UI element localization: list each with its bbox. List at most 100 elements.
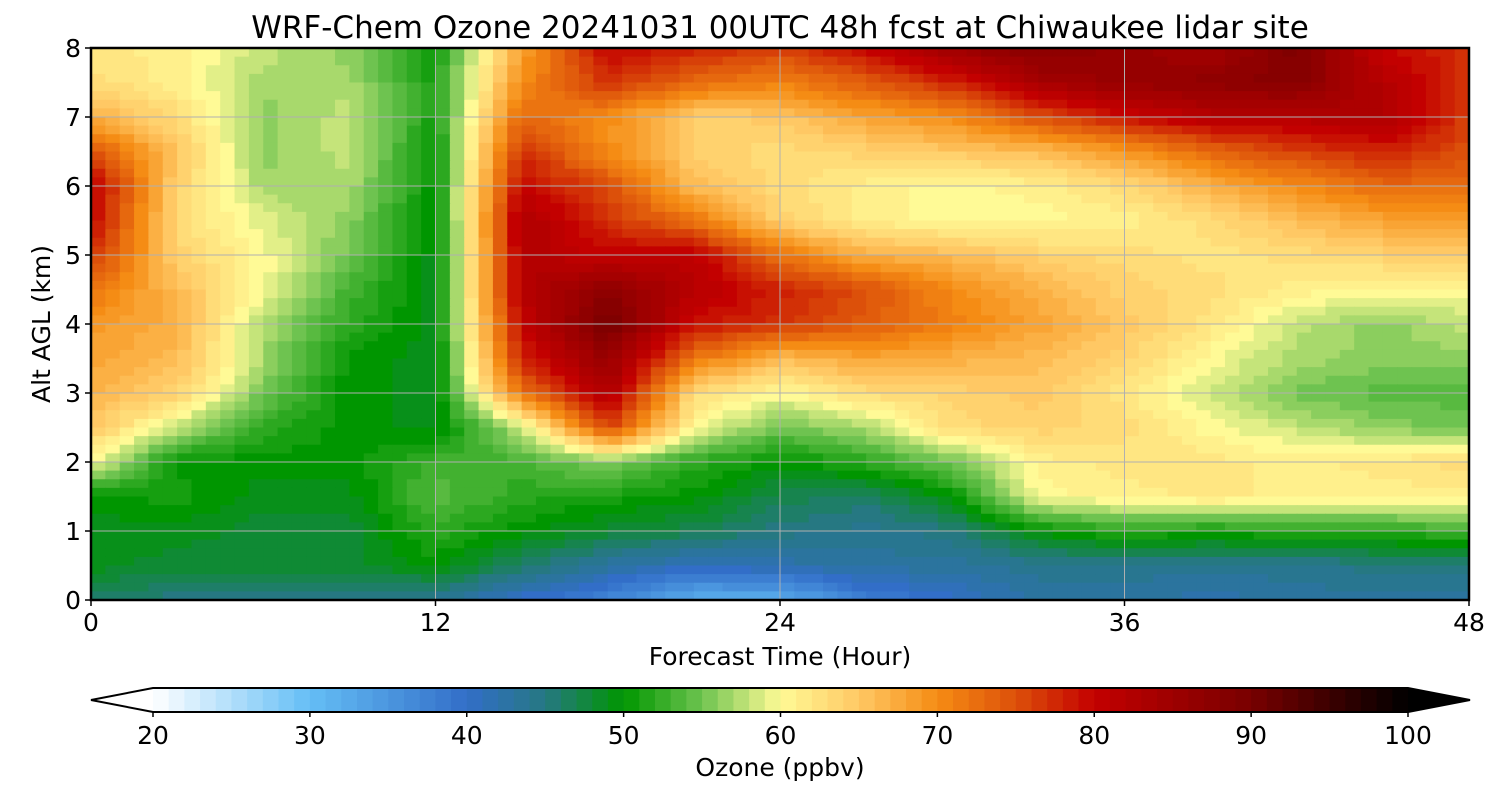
heatmap-cell xyxy=(1210,108,1226,118)
heatmap-cell xyxy=(177,444,193,454)
heatmap-cell xyxy=(952,134,968,144)
heatmap-cell xyxy=(1425,487,1441,498)
heatmap-cell xyxy=(765,177,781,187)
heatmap-cell xyxy=(808,203,824,213)
heatmap-cell xyxy=(736,151,752,161)
heatmap-cell xyxy=(851,73,867,84)
heatmap-cell xyxy=(1382,444,1398,454)
heatmap-cell xyxy=(1253,99,1269,109)
heatmap-cell xyxy=(550,280,566,291)
heatmap-cell xyxy=(708,358,724,368)
heatmap-cell xyxy=(665,229,681,239)
heatmap-cell xyxy=(191,220,207,230)
heatmap-cell xyxy=(736,186,752,196)
heatmap-cell xyxy=(1138,48,1154,58)
heatmap-cell xyxy=(1138,186,1154,196)
heatmap-cell xyxy=(1138,487,1154,498)
heatmap-cell xyxy=(579,203,594,213)
heatmap-cell xyxy=(148,134,164,144)
heatmap-cell xyxy=(1282,48,1298,58)
heatmap-cell xyxy=(1038,160,1054,170)
heatmap-cell xyxy=(1325,479,1341,489)
heatmap-cell xyxy=(894,410,910,420)
heatmap-cell xyxy=(1224,341,1240,351)
heatmap-cell xyxy=(1296,194,1312,204)
heatmap-cell xyxy=(980,229,996,239)
heatmap-cell xyxy=(1440,82,1456,92)
heatmap-cell xyxy=(952,487,968,498)
heatmap-cell xyxy=(1052,56,1068,66)
heatmap-cell xyxy=(234,298,250,308)
heatmap-cell xyxy=(909,272,925,282)
heatmap-cell xyxy=(866,255,882,265)
heatmap-cell xyxy=(780,298,795,308)
heatmap-cell xyxy=(1038,73,1054,84)
heatmap-cell xyxy=(105,436,121,446)
heatmap-cell xyxy=(808,246,824,256)
heatmap-cell xyxy=(736,142,752,153)
heatmap-cell xyxy=(234,341,250,351)
heatmap-cell xyxy=(579,56,594,66)
heatmap-cell xyxy=(349,272,365,282)
heatmap-cell xyxy=(622,444,638,454)
heatmap-cell xyxy=(1282,324,1298,334)
heatmap-cell xyxy=(736,367,752,377)
heatmap-cell xyxy=(277,211,293,222)
heatmap-cell xyxy=(1440,263,1456,273)
heatmap-cell xyxy=(708,73,724,84)
heatmap-cell xyxy=(708,56,724,66)
heatmap-cell xyxy=(1095,393,1111,403)
heatmap-cell xyxy=(248,108,264,118)
heatmap-cell xyxy=(808,48,824,58)
heatmap-cell xyxy=(937,436,953,446)
heatmap-cell xyxy=(1253,194,1269,204)
heatmap-cell xyxy=(808,487,824,498)
heatmap-cell xyxy=(1296,375,1312,385)
heatmap-cell xyxy=(894,117,910,127)
heatmap-cell xyxy=(1440,367,1456,377)
heatmap-cell xyxy=(851,479,867,489)
heatmap-cell xyxy=(248,65,264,75)
heatmap-cell xyxy=(220,211,236,222)
heatmap-cell xyxy=(823,194,839,204)
heatmap-cell xyxy=(1339,229,1355,239)
heatmap-cell xyxy=(435,263,451,273)
heatmap-cell xyxy=(1124,73,1140,84)
heatmap-cell xyxy=(378,324,394,334)
heatmap-cell xyxy=(1024,108,1039,118)
heatmap-cell xyxy=(1296,272,1312,282)
heatmap-cell xyxy=(579,349,594,360)
heatmap-cell xyxy=(980,177,996,187)
heatmap-cell xyxy=(291,384,307,394)
heatmap-cell xyxy=(1268,453,1283,463)
heatmap-cell xyxy=(535,134,551,144)
heatmap-cell xyxy=(1110,315,1126,325)
heatmap-cell xyxy=(780,280,795,291)
heatmap-cell xyxy=(909,194,925,204)
heatmap-cell xyxy=(636,160,652,170)
heatmap-cell xyxy=(191,48,207,58)
heatmap-cell xyxy=(1024,237,1039,247)
heatmap-cell xyxy=(521,272,537,282)
heatmap-cell xyxy=(966,134,982,144)
heatmap-cell xyxy=(1296,134,1312,144)
heatmap-cell xyxy=(464,280,480,291)
heatmap-cell xyxy=(564,306,580,316)
heatmap-cell xyxy=(679,315,695,325)
heatmap-cell xyxy=(378,99,394,109)
heatmap-cell xyxy=(837,125,853,135)
heatmap-cell xyxy=(492,125,508,135)
heatmap-cell xyxy=(851,272,867,282)
heatmap-cell xyxy=(263,237,279,247)
heatmap-cell xyxy=(291,341,307,351)
heatmap-cell xyxy=(966,142,982,153)
heatmap-cell xyxy=(622,341,638,351)
heatmap-cell xyxy=(91,315,106,325)
heatmap-cell xyxy=(564,349,580,360)
heatmap-cell xyxy=(205,393,221,403)
heatmap-cell xyxy=(1153,315,1169,325)
heatmap-cell xyxy=(1382,246,1398,256)
heatmap-cell xyxy=(1425,246,1441,256)
heatmap-cell xyxy=(162,280,178,291)
heatmap-cell xyxy=(1440,73,1456,84)
